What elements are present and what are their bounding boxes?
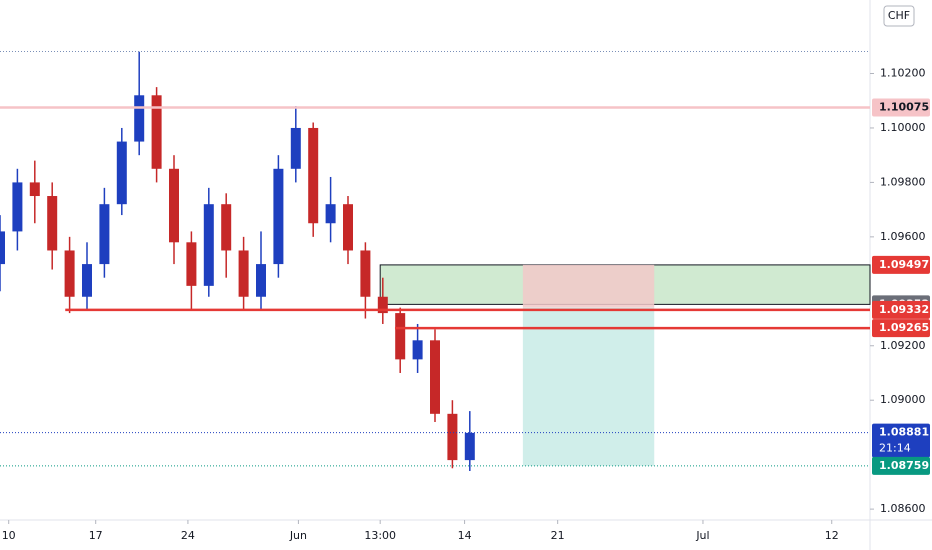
candle-body [47,196,58,251]
candle-body [186,242,197,286]
candle-body [395,313,406,360]
candle-body [29,182,40,197]
price-label-box [872,423,930,458]
x-tick-label: 14 [458,529,472,542]
zone [522,307,655,466]
price-label: 1.08881 [879,426,929,439]
candle-body [325,204,336,224]
x-tick-label: Jul [695,529,709,542]
candle-body [64,250,75,297]
candle-body [238,250,249,297]
price-label: 1.09332 [879,303,929,316]
candle-body [151,95,162,169]
y-tick-label: 1.09600 [880,230,926,243]
candle-body [290,127,301,169]
x-tick-label: 17 [89,529,103,542]
x-tick-label: Jun [289,529,307,542]
x-tick-label: 21 [551,529,565,542]
candle-body [116,141,127,205]
currency-box[interactable] [883,5,915,27]
y-tick-label: 1.09200 [880,339,926,352]
candle-body [221,204,232,251]
price-label: 1.09265 [879,321,929,334]
y-tick-label: 1.08600 [880,502,926,515]
candle-body [82,264,92,297]
candle-body [447,413,458,461]
candle-body [12,182,23,232]
y-tick-label: 1.09800 [880,175,926,188]
price-label: 1.09497 [879,258,929,271]
candle-body [134,95,145,142]
zone [522,264,655,308]
candle-body [169,168,179,243]
price-label: 1.10075 [879,101,929,114]
candle-body [377,296,388,314]
currency-label[interactable]: CHF [888,9,910,22]
price-label-box [872,319,930,338]
x-tick-label: 12 [825,529,839,542]
candle-body [430,340,440,414]
price-label-box [872,300,930,319]
candle-body [464,432,475,461]
candle-body [0,231,5,265]
price-label: 1.08759 [879,459,929,472]
countdown-label: 21:14 [879,442,911,455]
y-tick-label: 1.10000 [880,121,926,134]
candle-body [343,204,353,251]
y-tick-label: 1.10200 [880,67,926,80]
candle-body [203,204,214,286]
price-label-box [872,98,930,117]
candle-body [360,250,371,297]
price-label-box [872,255,930,274]
candle-body [273,168,284,265]
x-tick-label: 10 [2,529,16,542]
candle-body [256,264,266,297]
price-label-box [872,456,930,475]
candle-body [99,204,110,265]
candle-body [308,127,319,224]
y-tick-label: 1.09000 [880,393,926,406]
x-tick-label: 13:00 [364,529,396,542]
candle-body [412,340,423,360]
x-tick-label: 24 [181,529,195,542]
